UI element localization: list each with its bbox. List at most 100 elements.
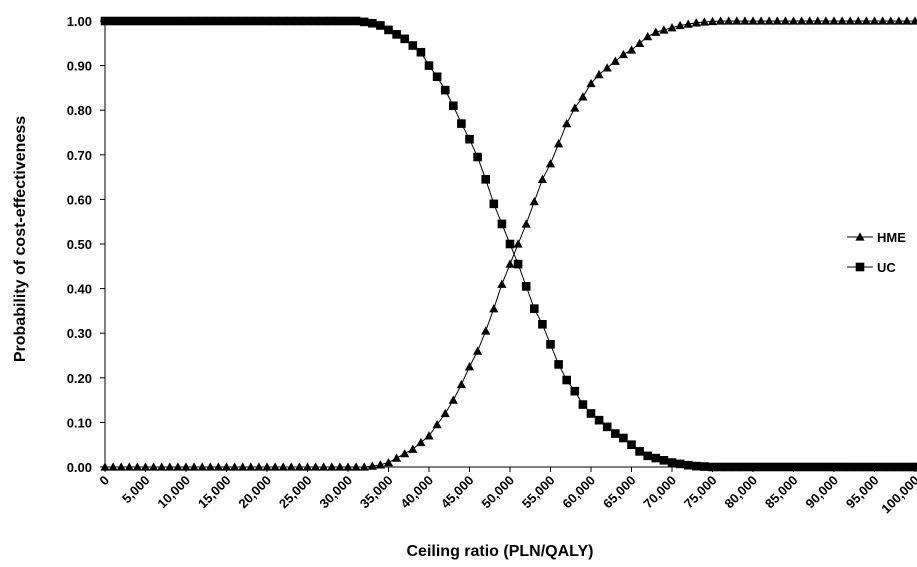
data-point-hme [351,462,361,471]
x-tick-label: 5,000 [119,473,153,507]
x-tick-label: 50,000 [478,473,517,512]
data-point-uc [667,458,677,467]
data-point-hme [302,462,313,471]
data-point-hme [902,16,912,25]
data-point-hme [813,16,823,25]
data-point-uc [440,85,450,95]
data-point-hme [643,32,653,41]
data-point-uc [359,17,369,27]
data-point-uc [100,16,110,26]
data-point-hme [894,16,904,25]
data-point-uc [773,462,782,472]
data-point-hme [343,462,353,471]
legend-marker-hme [855,232,865,241]
data-point-hme [140,462,151,471]
data-point-uc [489,199,499,209]
data-point-uc [643,451,652,461]
data-point-hme [408,444,418,453]
data-point-hme [481,326,491,335]
data-point-uc [619,433,628,443]
data-point-uc [262,16,272,26]
data-point-hme [772,16,782,25]
data-point-hme [197,462,207,471]
data-point-uc [886,462,895,472]
data-point-uc [368,18,377,28]
data-point-uc [611,429,620,438]
x-tick-label: 95,000 [843,473,882,512]
data-point-hme [683,19,693,28]
data-point-uc [181,16,191,26]
data-point-uc [781,462,790,472]
data-point-uc [521,282,531,291]
x-tick-label: 30,000 [316,473,355,512]
x-tick-label: 25,000 [276,473,315,512]
data-point-uc [449,101,458,111]
data-point-hme [610,56,620,65]
data-point-uc [335,16,345,26]
data-point-uc [902,462,912,472]
data-point-hme [537,174,547,184]
data-point-uc [311,16,320,26]
x-tick-label: 60,000 [559,473,598,512]
data-point-hme [400,449,410,458]
x-tick-label: 70,000 [640,473,679,512]
data-point-hme [448,395,458,404]
x-tick-label: 55,000 [519,473,558,512]
data-point-hme [545,159,556,168]
data-point-uc [189,16,199,26]
data-point-hme [513,239,523,248]
x-tick-label: 35,000 [357,473,396,512]
data-point-uc [854,462,863,472]
legend-label-hme: HME [877,230,906,245]
data-point-uc [586,409,596,418]
data-point-uc [910,462,917,472]
data-point-uc [173,16,183,26]
data-point-uc [408,41,418,50]
data-point-uc [230,16,239,26]
data-point-uc [400,34,409,44]
data-point-uc [635,447,644,456]
series-layer [100,16,917,472]
data-point-hme [230,462,240,471]
data-point-uc [594,415,604,425]
y-tick-label: 0.50 [67,237,92,252]
data-point-uc [602,422,612,432]
y-tick-label: 0.30 [67,326,92,341]
data-point-uc [303,16,312,26]
data-point-hme [489,304,499,313]
data-point-uc [238,16,247,26]
data-point-hme [473,346,483,355]
data-point-hme [497,279,507,288]
data-point-uc [295,16,304,26]
data-point-hme [286,462,296,471]
data-point-hme [440,408,450,418]
data-point-hme [869,16,880,25]
data-point-uc [157,16,166,26]
data-point-uc [141,16,150,26]
data-point-hme [845,16,855,25]
data-point-uc [700,462,709,471]
data-point-hme [724,16,734,25]
data-point-hme [570,103,580,112]
y-tick-label: 0.00 [67,460,92,475]
data-point-uc [578,400,588,409]
data-point-uc [392,30,401,39]
data-point-uc [206,16,215,26]
data-point-uc [384,25,393,35]
data-point-uc [837,462,847,472]
data-point-hme [829,16,839,25]
data-point-uc [287,16,296,26]
data-point-uc [149,16,158,26]
data-point-uc [222,16,231,26]
data-point-uc [878,462,887,472]
data-point-uc [716,462,725,472]
data-point-hme [254,462,264,471]
legend-marker-uc [855,262,865,272]
data-point-uc [432,72,442,82]
data-point-uc [740,462,750,472]
data-point-hme [456,379,466,389]
data-point-hme [562,118,572,128]
x-axis-title: Ceiling ratio (PLN/QALY) [407,543,594,560]
data-point-hme [764,16,774,25]
